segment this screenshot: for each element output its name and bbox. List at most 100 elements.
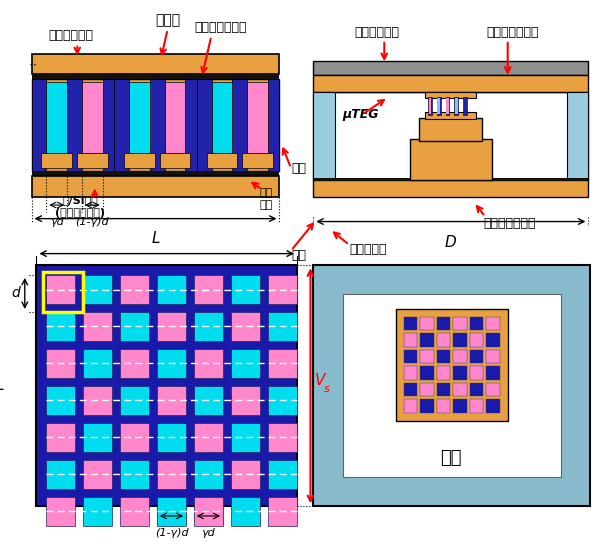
Bar bbox=[404, 350, 418, 363]
Text: d: d bbox=[11, 287, 20, 300]
Bar bbox=[212, 82, 232, 153]
Bar bbox=[404, 399, 418, 413]
Bar bbox=[194, 386, 223, 415]
Bar bbox=[46, 496, 76, 526]
Bar bbox=[157, 349, 186, 378]
Text: 絶縁体: 絶縁体 bbox=[155, 13, 180, 27]
Bar bbox=[454, 97, 458, 115]
Bar bbox=[194, 423, 223, 452]
Bar bbox=[129, 82, 149, 153]
Bar bbox=[194, 349, 223, 378]
Text: γd: γd bbox=[50, 217, 64, 227]
Bar bbox=[157, 496, 186, 526]
Text: (1-γ)d: (1-γ)d bbox=[155, 528, 188, 537]
Text: L: L bbox=[151, 231, 160, 247]
Bar bbox=[437, 399, 451, 413]
Text: (1-γ)d: (1-γ)d bbox=[76, 217, 109, 227]
Bar bbox=[46, 423, 76, 452]
Bar bbox=[46, 312, 76, 341]
Bar bbox=[157, 275, 186, 304]
Bar bbox=[437, 333, 451, 347]
Bar bbox=[32, 54, 280, 74]
Bar bbox=[46, 386, 76, 415]
Text: ゼーベック素子: ゼーベック素子 bbox=[195, 21, 247, 34]
Bar bbox=[453, 366, 467, 380]
Bar bbox=[313, 61, 589, 75]
Bar bbox=[453, 333, 467, 347]
Bar bbox=[120, 275, 149, 304]
Bar bbox=[120, 312, 149, 341]
Bar bbox=[313, 265, 590, 506]
Bar bbox=[120, 423, 149, 452]
Bar bbox=[46, 275, 76, 304]
Bar bbox=[32, 171, 280, 176]
Bar bbox=[268, 496, 297, 526]
Bar bbox=[470, 317, 484, 330]
Bar bbox=[268, 79, 280, 171]
Bar bbox=[425, 112, 476, 119]
Bar bbox=[160, 153, 190, 168]
Bar bbox=[82, 82, 103, 153]
Bar bbox=[67, 79, 82, 171]
Bar bbox=[268, 386, 297, 415]
Bar bbox=[470, 350, 484, 363]
Bar bbox=[437, 350, 451, 363]
Bar bbox=[32, 79, 280, 171]
Bar bbox=[470, 383, 484, 396]
Bar bbox=[437, 366, 451, 380]
Bar bbox=[46, 349, 76, 378]
Bar bbox=[194, 460, 223, 489]
Text: D: D bbox=[445, 235, 457, 250]
Bar bbox=[83, 349, 112, 378]
Bar bbox=[157, 386, 186, 415]
Bar bbox=[37, 265, 297, 506]
Text: 高温側プレート: 高温側プレート bbox=[484, 217, 536, 229]
Bar bbox=[420, 333, 434, 347]
Text: 真空: 真空 bbox=[440, 449, 462, 467]
Bar bbox=[453, 317, 467, 330]
Bar bbox=[313, 92, 335, 180]
Bar bbox=[437, 383, 451, 396]
Bar bbox=[32, 74, 280, 79]
Text: γd: γd bbox=[202, 528, 215, 537]
Bar bbox=[453, 350, 467, 363]
Bar bbox=[83, 460, 112, 489]
Text: 上部プレート: 上部プレート bbox=[48, 29, 93, 42]
Bar bbox=[420, 366, 434, 380]
Bar bbox=[120, 496, 149, 526]
Bar bbox=[185, 79, 197, 171]
Bar bbox=[194, 496, 223, 526]
Bar bbox=[428, 97, 432, 115]
Bar bbox=[446, 98, 449, 114]
Bar bbox=[231, 349, 260, 378]
Bar bbox=[425, 92, 476, 98]
Bar bbox=[103, 79, 114, 171]
Bar bbox=[120, 349, 149, 378]
Bar bbox=[437, 98, 440, 114]
Text: L: L bbox=[0, 378, 4, 393]
Bar bbox=[313, 75, 589, 92]
Bar bbox=[197, 79, 212, 171]
Bar bbox=[268, 312, 297, 341]
Bar bbox=[404, 333, 418, 347]
Text: V: V bbox=[314, 373, 325, 388]
Bar bbox=[83, 423, 112, 452]
Bar bbox=[242, 153, 273, 168]
Bar bbox=[313, 180, 589, 197]
Bar bbox=[268, 423, 297, 452]
Bar bbox=[404, 317, 418, 330]
Bar bbox=[43, 272, 83, 312]
Text: 真空封じ壁: 真空封じ壁 bbox=[349, 243, 387, 256]
Bar bbox=[487, 383, 500, 396]
Bar bbox=[487, 317, 500, 330]
Bar bbox=[232, 79, 247, 171]
Bar bbox=[420, 383, 434, 396]
Bar bbox=[470, 399, 484, 413]
Bar bbox=[420, 317, 434, 330]
Bar bbox=[231, 496, 260, 526]
Bar bbox=[231, 423, 260, 452]
Text: 銅/Si基板
(下部プレート): 銅/Si基板 (下部プレート) bbox=[55, 195, 105, 218]
Bar bbox=[83, 496, 112, 526]
Bar bbox=[470, 366, 484, 380]
Bar bbox=[120, 386, 149, 415]
